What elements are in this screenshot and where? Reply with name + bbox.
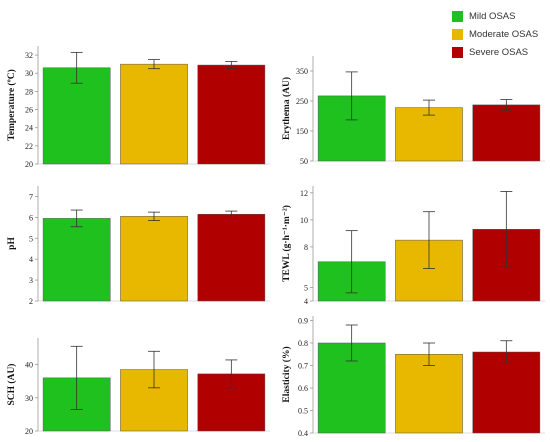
y-tick-label: 5	[29, 234, 33, 243]
y-tick-label: 40	[25, 361, 33, 370]
erythema-chart: 50 150 250 350 Erythema (AU)	[281, 56, 545, 166]
y-axis-label: Temperature (ºC)	[6, 69, 17, 140]
y-axis-label: Elasticity (%)	[281, 346, 292, 402]
y-tick-label: 3	[29, 276, 33, 285]
temperature-chart: 20 22 24 26 28 30 32 Temperature (ºC)	[6, 46, 270, 169]
y-tick-label: 20	[25, 427, 33, 436]
legend-item-severe: Severe OSAS	[452, 44, 528, 60]
y-tick-label: 0.5	[298, 407, 308, 416]
legend-label-severe: Severe OSAS	[469, 46, 529, 58]
y-tick-label: 8	[304, 243, 308, 252]
y-tick-label: 0.4	[298, 429, 308, 438]
y-tick-label: 30	[25, 394, 33, 403]
y-tick-label: 4	[304, 297, 308, 306]
y-tick-label: 24	[25, 124, 33, 133]
y-tick-label: 50	[300, 157, 308, 166]
bar-severe-osas	[472, 351, 541, 434]
y-axis-label: SCH (AU)	[6, 364, 17, 406]
y-axis-label: pH	[7, 237, 17, 250]
bar-moderate-osas	[395, 354, 463, 434]
y-tick-label: 0.6	[298, 384, 308, 393]
y-tick-label: 6	[29, 213, 33, 222]
y-tick-label: 10	[300, 216, 308, 225]
y-tick-label: 7	[29, 192, 33, 201]
legend-swatch-moderate	[452, 28, 463, 40]
y-tick-label: 2	[29, 297, 33, 306]
legend-swatch-severe	[452, 46, 463, 58]
y-tick-label: 22	[25, 142, 33, 151]
y-tick-label: 12	[300, 189, 308, 198]
ph-chart: 2 3 4 5 6 7 pH	[7, 186, 270, 306]
y-axis-label: TEWL (g·h⁻¹·m⁻²)	[281, 205, 292, 282]
bar-severe-osas	[197, 64, 266, 165]
y-tick-label: 150	[296, 127, 308, 136]
y-tick-label: 0.8	[298, 339, 308, 348]
y-tick-label: 5	[304, 283, 308, 292]
legend-item-moderate: Moderate OSAS	[452, 26, 538, 42]
tewl-chart: 4 5 8 10 12 TEWL (g·h⁻¹·m⁻²)	[281, 186, 545, 306]
bar-severe-osas	[197, 213, 266, 302]
y-tick-label: 26	[25, 106, 33, 115]
y-tick-label: 250	[296, 97, 308, 106]
y-tick-label: 350	[296, 67, 308, 76]
bar-moderate-osas	[120, 216, 188, 302]
legend-label-moderate: Moderate OSAS	[469, 28, 539, 40]
bar-mild-osas	[42, 218, 111, 302]
y-tick-label: 20	[25, 160, 33, 169]
y-tick-label: 30	[25, 69, 33, 78]
bar-moderate-osas	[120, 63, 188, 165]
y-tick-label: 0.7	[298, 362, 308, 371]
y-tick-label: 32	[25, 51, 33, 60]
legend-swatch-mild	[452, 10, 463, 22]
elasticity-chart: 0.4 0.5 0.6 0.7 0.8 0.9 Elasticity (%)	[281, 316, 545, 438]
y-tick-label: 0.9	[298, 317, 308, 326]
legend: Mild OSAS Moderate OSAS Severe OSAS	[452, 4, 548, 64]
legend-label-mild: Mild OSAS	[469, 10, 516, 22]
legend-item-mild: Mild OSAS	[452, 8, 515, 24]
bar-mild-osas	[42, 67, 111, 165]
y-axis-label: Erythema (AU)	[281, 77, 292, 140]
bar-severe-osas	[472, 104, 541, 162]
bar-moderate-osas	[395, 107, 463, 162]
y-tick-label: 4	[29, 255, 33, 264]
y-tick-label: 28	[25, 87, 33, 96]
sch-chart: 20 30 40 SCH (AU)	[6, 338, 270, 436]
